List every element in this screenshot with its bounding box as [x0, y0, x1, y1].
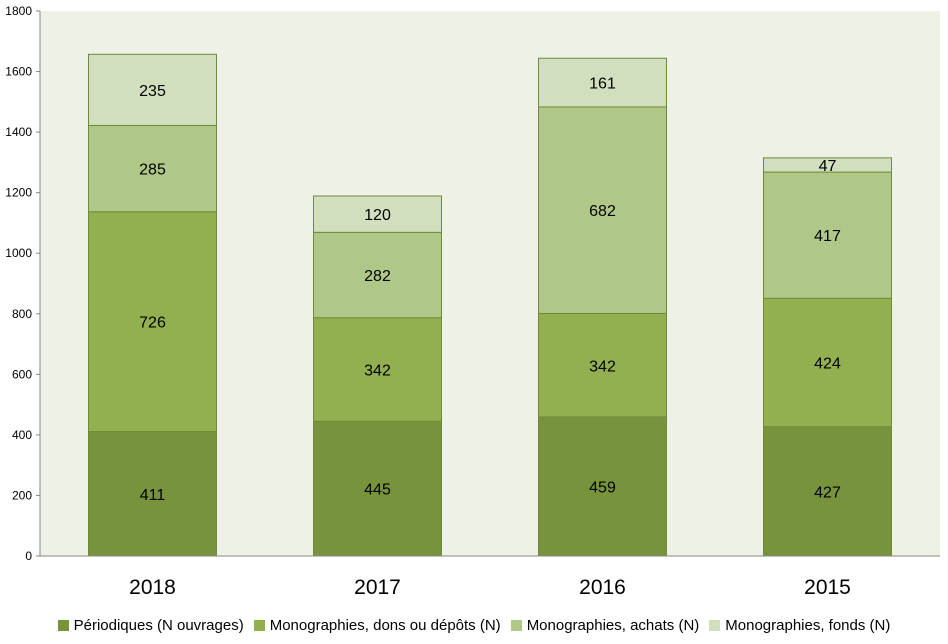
bar-segment	[313, 420, 442, 557]
data-label: 285	[139, 162, 166, 179]
bar-segment	[763, 297, 892, 428]
legend: Périodiques (N ouvrages) Monographies, d…	[0, 612, 948, 638]
data-label: 47	[819, 158, 837, 175]
y-tick-label: 1400	[5, 125, 32, 139]
y-tick-label: 0	[25, 549, 32, 563]
legend-item-achats: Monographies, achats (N)	[510, 616, 700, 634]
legend-swatch	[253, 619, 265, 631]
y-tick-label: 800	[12, 307, 32, 321]
bar-segment	[538, 57, 667, 108]
legend-item-periodiques: Périodiques (N ouvrages)	[57, 616, 244, 634]
y-tick-label: 1800	[5, 4, 32, 18]
y-tick-label: 1200	[5, 186, 32, 200]
y-axis: 0 200 400 600 800 1000 1200 1400 1600 1800	[5, 4, 41, 563]
x-tick-label: 2016	[579, 576, 626, 599]
data-label: 445	[364, 482, 391, 499]
data-label: 282	[364, 268, 391, 285]
bar-segment	[88, 431, 217, 557]
data-label: 161	[589, 76, 616, 93]
bar-segment	[763, 171, 892, 299]
y-tick-label: 1000	[5, 246, 32, 260]
bar-segment	[88, 53, 217, 126]
bar-segment	[88, 124, 217, 213]
data-label: 417	[814, 228, 841, 245]
legend-label: Monographies, achats (N)	[526, 616, 700, 634]
data-label: 424	[814, 356, 841, 373]
data-label: 682	[589, 203, 616, 220]
legend-swatch	[57, 619, 69, 631]
legend-label: Périodiques (N ouvrages)	[73, 616, 244, 634]
y-tick-label: 600	[12, 367, 32, 381]
data-label: 342	[364, 362, 391, 379]
data-label: 342	[589, 358, 616, 375]
x-tick-label: 2017	[354, 576, 401, 599]
stacked-bar-chart: 0 200 400 600 800 1000 1200 1400 1600 1800 411 726…	[5, 4, 940, 599]
legend-swatch	[510, 619, 522, 631]
data-label: 459	[589, 480, 616, 497]
x-tick-label: 2018	[129, 576, 176, 599]
data-label: 120	[364, 207, 391, 224]
data-label: 411	[140, 487, 166, 504]
x-tick-label: 2015	[804, 576, 851, 599]
legend-label: Monographies, fonds (N)	[725, 616, 891, 634]
bar-segment	[538, 312, 667, 418]
data-label: 726	[139, 315, 166, 332]
bar-segment	[538, 416, 667, 557]
legend-item-fonds: Monographies, fonds (N)	[709, 617, 890, 634]
legend-label: Monographies, dons ou dépôts (N)	[269, 616, 501, 634]
y-tick-label: 200	[12, 488, 32, 502]
data-label: 235	[139, 83, 166, 100]
legend-item-dons-depots: Monographies, dons ou dépôts (N)	[253, 616, 501, 634]
bar-segment	[313, 317, 442, 422]
bars	[88, 53, 892, 557]
y-tick-label: 400	[12, 428, 32, 442]
bar-segment	[88, 211, 217, 433]
bar-segment	[763, 157, 892, 173]
y-tick-label: 1600	[5, 65, 32, 79]
data-label: 427	[814, 484, 841, 501]
data-labels: 411 726 285 235 445 342 282 120 459 342 682 161 427 4…	[139, 76, 841, 504]
bar-segment	[313, 231, 442, 319]
legend-swatch	[709, 619, 721, 631]
bar-segment	[538, 106, 667, 314]
bar-segment	[313, 195, 442, 233]
x-axis: 2018 2017 2016 2015	[40, 555, 940, 599]
